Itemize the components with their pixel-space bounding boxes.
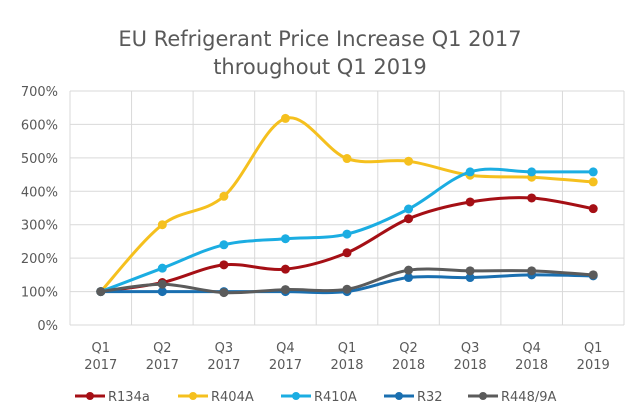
data-point: [465, 197, 475, 207]
x-tick-label: 2018: [330, 358, 363, 373]
series-line: [100, 196, 594, 294]
data-point: [527, 193, 537, 203]
data-point: [588, 270, 598, 280]
series-r4489a: [96, 265, 598, 298]
data-point: [342, 284, 352, 294]
y-tick-label: 600%: [21, 118, 58, 133]
data-point: [465, 266, 475, 276]
series-r410a: [96, 167, 598, 297]
y-tick-label: 500%: [21, 152, 58, 167]
legend-item: R448/9A: [468, 390, 556, 405]
data-point: [157, 263, 167, 273]
x-tick-label: 2017: [207, 358, 240, 373]
data-point: [588, 177, 598, 187]
chart-title-line-2: throughout Q1 2019: [213, 55, 427, 79]
data-point: [527, 167, 537, 177]
data-point: [404, 156, 414, 166]
x-tick-label: Q2: [399, 341, 418, 356]
series-line: [99, 116, 594, 293]
data-point: [404, 265, 414, 275]
y-tick-label: 0%: [37, 319, 58, 334]
data-point: [157, 220, 167, 230]
legend-marker: [86, 392, 94, 400]
legend-label: R404A: [211, 390, 254, 405]
x-axis-ticks: Q1 2017 Q2 2017 Q3 2017 Q4 2017 Q1 2018 Q2 2018 Q3 20…: [84, 341, 610, 373]
series-r134a: [96, 193, 598, 297]
chart-title-line-1: EU Refrigerant Price Increase Q1 2017: [118, 27, 521, 51]
y-tick-label: 100%: [21, 286, 58, 301]
data-point: [404, 214, 414, 224]
legend-item: R404A: [178, 390, 254, 405]
legend-marker: [395, 392, 403, 400]
data-point: [219, 260, 229, 270]
x-tick-label: 2017: [84, 358, 117, 373]
legend-item: R410A: [281, 390, 357, 405]
legend-item: R134a: [75, 390, 150, 405]
x-tick-label: 2018: [392, 358, 425, 373]
data-point: [219, 240, 229, 250]
x-tick-label: Q3: [215, 341, 234, 356]
x-tick-label: Q3: [461, 341, 480, 356]
x-tick-label: 2018: [515, 358, 548, 373]
data-point: [342, 229, 352, 239]
data-point: [219, 191, 229, 201]
x-tick-label: Q4: [522, 341, 541, 356]
series-r404a: [96, 113, 598, 297]
x-tick-label: Q1: [584, 341, 603, 356]
legend: R134a R404A R410A R32 R448/9A: [75, 390, 556, 405]
data-point: [157, 279, 167, 289]
legend-marker: [292, 392, 300, 400]
legend-label: R134a: [108, 390, 150, 405]
data-point: [342, 248, 352, 258]
legend-item: R32: [384, 390, 443, 405]
y-tick-label: 300%: [21, 219, 58, 234]
data-point: [588, 167, 598, 177]
legend-label: R32: [417, 390, 443, 405]
data-point: [280, 234, 290, 244]
x-tick-label: 2017: [269, 358, 302, 373]
legend-marker: [479, 392, 487, 400]
data-point: [342, 154, 352, 164]
legend-label: R448/9A: [501, 390, 556, 405]
data-point: [280, 285, 290, 295]
data-point: [404, 204, 414, 214]
x-tick-label: 2019: [577, 358, 610, 373]
data-point: [280, 113, 290, 123]
x-tick-label: Q4: [276, 341, 295, 356]
x-tick-label: Q2: [153, 341, 172, 356]
data-point: [404, 273, 414, 283]
legend-label: R410A: [314, 390, 357, 405]
x-tick-label: Q1: [338, 341, 357, 356]
y-tick-label: 400%: [21, 185, 58, 200]
y-tick-label: 700%: [21, 85, 58, 100]
y-axis-ticks: 0% 100% 200% 300% 400% 500% 600% 700%: [21, 85, 58, 334]
y-tick-label: 200%: [21, 252, 58, 267]
data-point: [527, 266, 537, 276]
data-point: [219, 288, 229, 298]
series-group: [96, 113, 598, 298]
data-point: [157, 287, 167, 297]
data-point: [465, 167, 475, 177]
x-tick-label: 2018: [454, 358, 487, 373]
data-point: [588, 204, 598, 214]
legend-marker: [189, 392, 197, 400]
x-tick-label: Q1: [92, 341, 111, 356]
x-tick-label: 2017: [146, 358, 179, 373]
data-point: [280, 264, 290, 274]
data-point: [96, 287, 106, 297]
data-point: [465, 273, 475, 283]
